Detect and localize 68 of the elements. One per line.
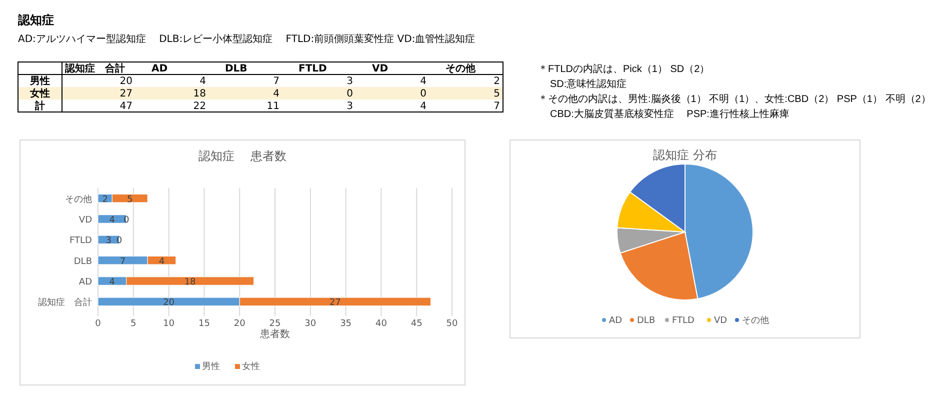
category-label: DLB [225, 64, 248, 74]
data-label: 2 [102, 194, 108, 205]
text: 7 [494, 101, 500, 112]
text: 4 [420, 101, 426, 112]
text: 4 [273, 88, 280, 100]
text: 4 [420, 76, 426, 87]
x-tick-label: 20 [234, 319, 246, 329]
x-tick-label: 35 [340, 319, 352, 329]
data-label: 4 [109, 278, 116, 288]
category-label: AD [152, 64, 168, 74]
text: ＊その他の内訳は、男性:脳炎後（1） 不明（1）、女性:CBD（2） PSP（1） 不明（2） [538, 93, 931, 105]
text: 18 [193, 88, 206, 100]
text: 7 [273, 76, 280, 87]
category-label: 計 [35, 101, 45, 112]
x-tick-label: 50 [446, 319, 458, 329]
x-tick-label: 15 [198, 319, 210, 329]
x-tick-label: 30 [304, 319, 316, 329]
data-label: 4 [158, 256, 165, 267]
x-tick-label: 40 [375, 319, 388, 329]
data-label: 7 [120, 256, 126, 267]
x-tick-label: 0 [95, 319, 102, 329]
x-axis-title: 患者数 [259, 328, 290, 340]
data-label: 27 [329, 298, 341, 308]
y-tick-label: 認知症 合計 [38, 297, 92, 308]
chart-title: 認知症 分布 [653, 148, 717, 162]
category-label: その他 [446, 62, 476, 74]
x-tick-label: 10 [163, 319, 175, 329]
category-label: 女性 [30, 88, 50, 100]
x-tick-label: 5 [130, 319, 136, 329]
legend-label: 女性 [242, 361, 260, 372]
text: 認知症 [17, 13, 54, 27]
data-label: 4 [109, 216, 116, 226]
text: ＊FTLDの内訳は、Pick（1） SD（2） [538, 63, 710, 75]
legend-label: 男性 [202, 361, 220, 372]
legend-label: AD [609, 316, 622, 326]
text: AD:アルツハイマー型認知症 DLB:レビー小体型認知症 FTLD:前頭側頭葉変性症 VD:血管性認知症 [18, 33, 476, 45]
text: 0 [346, 88, 353, 100]
legend-label: DLB [637, 316, 656, 326]
text: 11 [266, 101, 280, 112]
text: 4 [200, 76, 206, 87]
category-label: 男性 [30, 76, 50, 87]
text: 0 [420, 88, 426, 100]
legend-label: FTLD [672, 316, 695, 326]
text: 3 [346, 76, 353, 87]
text: 47 [120, 101, 132, 112]
y-tick-label: VD [78, 216, 92, 226]
data-label: 3 [106, 236, 112, 246]
y-tick-label: FTLD [70, 236, 92, 246]
text: 22 [193, 101, 206, 112]
x-tick-label: 45 [410, 319, 422, 329]
x-tick-label: 25 [269, 319, 281, 329]
text: 3 [346, 101, 353, 112]
text: CBD:大脳皮質基底核変性症 PSP:進行性核上性麻痺 [550, 108, 790, 120]
chart-title: 認知症 患者数 [198, 149, 286, 163]
y-tick-label: AD [78, 278, 92, 288]
category-label: VD [372, 64, 388, 74]
y-tick-label: DLB [74, 256, 92, 267]
text: 2 [494, 76, 500, 87]
category-label: FTLD [298, 64, 327, 74]
data-label: 18 [184, 278, 196, 288]
text: 27 [120, 88, 132, 100]
y-tick-label: その他 [65, 194, 92, 205]
text: 20 [120, 76, 132, 87]
text: 5 [494, 88, 500, 100]
legend-label: VD [714, 316, 728, 326]
legend-label: その他 [742, 315, 769, 326]
text: SD:意味性認知症 [550, 78, 627, 90]
data-label: 20 [163, 298, 175, 308]
